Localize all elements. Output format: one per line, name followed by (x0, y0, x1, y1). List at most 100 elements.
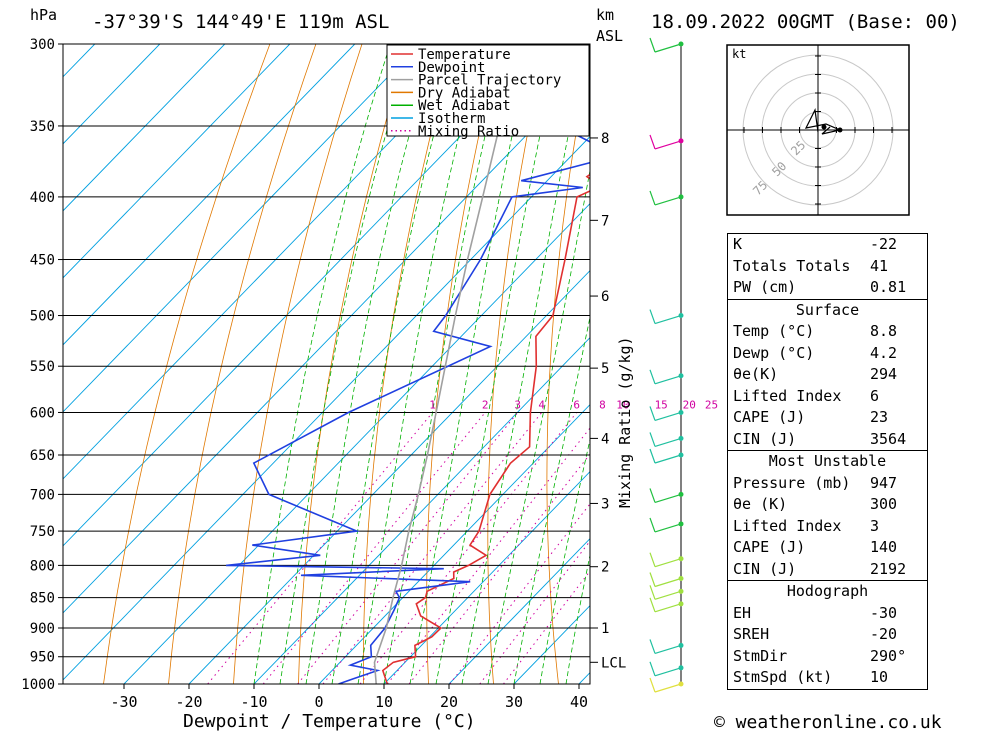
x-tick-label: 40 (570, 693, 588, 711)
wet-adiabat-line (487, 168, 590, 684)
table-row: K -22 (728, 234, 927, 256)
height-unit-label-2: ASL (596, 27, 623, 45)
isotherm-line (63, 44, 551, 547)
mixing-ratio-line (479, 540, 590, 684)
wind-barb (649, 432, 682, 447)
wind-barb (649, 37, 682, 53)
hodo-label: StmSpd (kt) (733, 668, 833, 686)
surface-label: θe(K) (733, 365, 779, 383)
wind-barb (649, 639, 682, 654)
isotherm-line (188, 269, 590, 684)
isotherm-line (123, 202, 590, 684)
surface-section-title: Surface (728, 298, 927, 322)
index-label: Totals Totals (733, 256, 851, 275)
table-row: PW (cm) 0.81 (728, 277, 927, 299)
pressure-tick-label: 800 (30, 558, 55, 574)
x-axis-label: Dewpoint / Temperature (°C) (183, 711, 476, 732)
isotherm-line (63, 44, 356, 346)
surface-label: CAPE (J) (733, 408, 806, 426)
mixing-ratio-label: 4 (538, 398, 545, 411)
table-row: Dewp (°C) 4.2 (728, 343, 927, 365)
height-tick-label: 2 (601, 560, 609, 576)
legend-label: Dewpoint (418, 60, 485, 76)
isotherm-line (383, 470, 590, 684)
height-tick-label: 1 (601, 621, 609, 637)
mixing-ratio-label: 15 (655, 398, 668, 411)
isotherm-line (63, 44, 161, 145)
mixing-ratio-label: 20 (683, 398, 696, 411)
pressure-tick-label: 900 (30, 621, 55, 637)
surface-value: 8.8 (870, 322, 898, 340)
wind-barb (649, 309, 682, 325)
unstable-label: Pressure (mb) (733, 473, 851, 492)
wind-barb (649, 552, 682, 568)
x-tick-label: -30 (110, 693, 137, 711)
height-tick-label: 8 (601, 131, 609, 147)
pressure-tick-label: 450 (30, 253, 55, 269)
isotherm-line (63, 44, 421, 413)
wind-barb (649, 406, 682, 422)
legend-label: Dry Adiabat (418, 85, 511, 101)
mixing-ratio-label: 3 (514, 398, 521, 411)
pressure-tick-label: 500 (30, 309, 55, 325)
pressure-tick-label: 400 (30, 190, 55, 206)
height-tick-label: 5 (601, 361, 609, 377)
mixing-ratio-line (262, 412, 486, 684)
wind-barb (649, 488, 682, 503)
hodo-value: 290° (870, 646, 907, 665)
index-value: 0.81 (870, 278, 907, 296)
table-row: EH -30 (728, 603, 927, 625)
table-row: θe(K) 294 (728, 364, 927, 386)
plot-frame (62, 43, 591, 685)
dry-adiabat-line (961, 44, 1000, 684)
table-row: Pressure (mb) 947 (728, 473, 927, 495)
x-tick-label: 20 (440, 693, 458, 711)
series-group (226, 44, 590, 684)
wet-adiabat-line (305, 44, 435, 684)
x-tick-label: 10 (375, 693, 393, 711)
wind-barb (649, 677, 682, 693)
table-row: Lifted Index 6 (728, 386, 927, 408)
legend-label: Temperature (418, 47, 511, 63)
table-row: CIN (J) 2192 (728, 559, 927, 581)
wind-profile (649, 37, 684, 693)
mixing-ratio-line (207, 412, 433, 684)
dry-adiabat-line (660, 44, 689, 684)
mixing-ratio-label: 2 (482, 398, 489, 411)
mixing-ratio-label: 8 (599, 398, 606, 411)
isotherm-line (448, 537, 590, 684)
wet-adiabat-line (565, 553, 590, 684)
height-tick-label: 7 (601, 213, 609, 229)
table-row: CIN (J) 3564 (728, 429, 927, 451)
mixing-ratio-label: 25 (705, 398, 718, 411)
unstable-value: 140 (870, 538, 898, 556)
hodo-value: -20 (870, 625, 898, 643)
table-row: Lifted Index 3 (728, 516, 927, 538)
pressure-tick-label: 950 (30, 650, 55, 666)
pressure-tick-label: 850 (30, 591, 55, 607)
hodo-value: 10 (870, 668, 889, 686)
height-tick-label: LCL (601, 655, 626, 671)
x-tick-label: -10 (240, 693, 267, 711)
datetime-title: 18.09.2022 00GMT (Base: 00) (651, 11, 960, 33)
series-line-parcel-trajectory (373, 44, 522, 684)
unstable-value: 300 (870, 495, 898, 513)
axes-group: 1 2 3 4 6 8 10 15 20 2530035040045050055060065070… (21, 37, 718, 711)
pressure-tick-label: 300 (30, 37, 55, 53)
dry-adiabat-line (233, 44, 363, 684)
hodo-value: -30 (870, 603, 898, 622)
isotherm-line (63, 44, 486, 480)
pressure-unit-label: hPa (30, 6, 57, 24)
hodograph-unit: kt (732, 47, 746, 61)
pressure-tick-label: 350 (30, 119, 55, 135)
unstable-label: CIN (J) (733, 559, 797, 578)
series-line-temperature (381, 173, 590, 684)
table-row: θe (K) 300 (728, 494, 927, 516)
pressure-tick-label: 1000 (21, 677, 55, 693)
mixing-ratio-label: 1 (429, 398, 436, 411)
isotherm-line (318, 403, 590, 684)
dry-adiabat-line (426, 44, 501, 684)
hodograph-point (821, 124, 827, 130)
surface-value: 4.2 (870, 343, 898, 362)
